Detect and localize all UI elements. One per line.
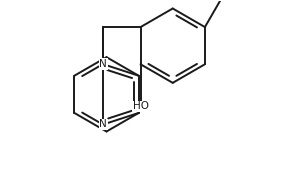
Text: N: N xyxy=(100,59,107,69)
Text: HO: HO xyxy=(133,101,148,111)
Text: N: N xyxy=(100,119,107,129)
